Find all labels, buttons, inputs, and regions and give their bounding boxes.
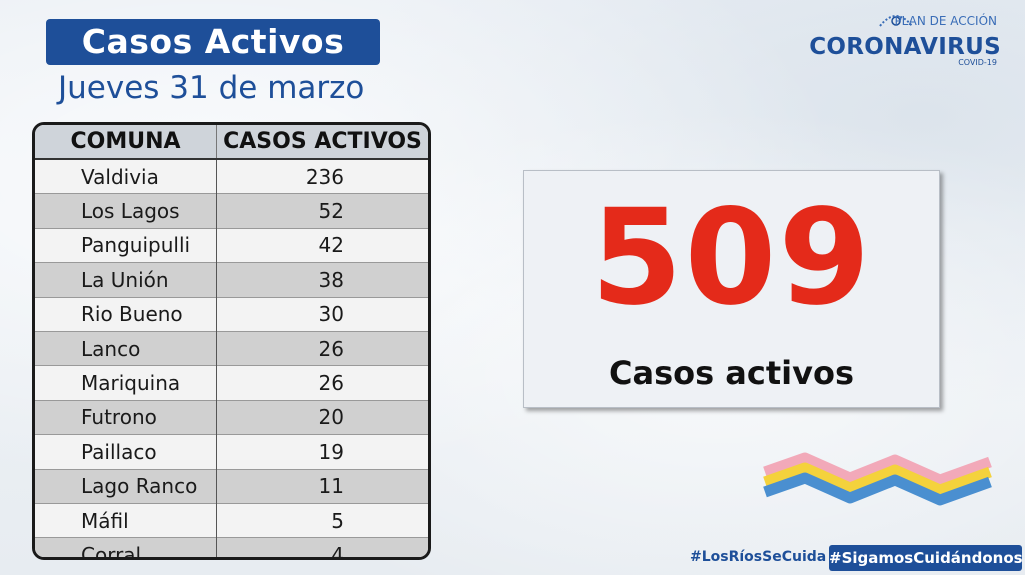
total-cases-label: Casos activos [608, 354, 854, 392]
date-subtitle: Jueves 31 de marzo [58, 70, 365, 106]
casos-cell: 30 [216, 296, 428, 332]
comuna-cell: Lanco [35, 330, 217, 366]
table-row: Lago Ranco 11 [35, 468, 428, 504]
comuna-cell: Corral [35, 537, 217, 557]
casos-cell: 26 [216, 330, 428, 366]
table-header-row: COMUNA CASOS ACTIVOS [35, 125, 428, 160]
table-row: La Unión 38 [35, 262, 428, 298]
column-header-comuna: COMUNA [35, 125, 217, 160]
comuna-cell: Los Lagos [35, 193, 217, 229]
comuna-cell: Panguipulli [35, 227, 217, 263]
casos-cell: 42 [216, 227, 428, 263]
table-row: Los Lagos 52 [35, 193, 428, 229]
table-row: Corral 4 [35, 537, 428, 557]
logo-covid-text: COVID-19 [958, 58, 997, 67]
logo-coronavirus-text: CORONAVIRUS [809, 34, 1001, 60]
table-row: Paillaco 19 [35, 434, 428, 470]
comuna-cell: Mariquina [35, 365, 217, 401]
page-title: Casos Activos [46, 19, 380, 65]
plan-coronavirus-logo: PLAN DE ACCIÓN CORONAVIRUS COVID-19 [809, 10, 1011, 68]
column-header-casos: CASOS ACTIVOS [216, 125, 428, 160]
comuna-cell: La Unión [35, 262, 217, 298]
casos-cell: 19 [216, 434, 428, 470]
total-cases-number: 509 [590, 181, 873, 335]
casos-cell: 5 [216, 502, 428, 538]
casos-cell: 38 [216, 262, 428, 298]
comuna-cell: Rio Bueno [35, 296, 217, 332]
comuna-cell: Máfil [35, 502, 217, 538]
total-cases-card: 509 Casos activos [523, 170, 940, 408]
comuna-cell: Lago Ranco [35, 468, 217, 504]
casos-cell: 20 [216, 399, 428, 435]
cases-table: COMUNA CASOS ACTIVOS Valdivia 236 Los Lago… [32, 122, 431, 560]
table-row: Lanco 26 [35, 330, 428, 366]
hashtag-losrios: #LosRíosSeCuida [690, 549, 827, 565]
decorative-zigzag-stripes-icon [763, 452, 992, 506]
table-row: Valdivia 236 [35, 159, 428, 194]
hashtag-sigamos: #SigamosCuidándonos [829, 545, 1023, 571]
comuna-cell: Paillaco [35, 434, 217, 470]
table-row: Panguipulli 42 [35, 227, 428, 263]
table-row: Futrono 20 [35, 399, 428, 435]
logo-graphic-icon [879, 15, 913, 27]
logo-plan-text: PLAN DE ACCIÓN [894, 14, 997, 28]
comuna-cell: Futrono [35, 399, 217, 435]
casos-cell: 52 [216, 193, 428, 229]
casos-cell: 11 [216, 468, 428, 504]
casos-cell: 236 [216, 159, 428, 194]
table-row: Mariquina 26 [35, 365, 428, 401]
casos-cell: 4 [216, 537, 428, 557]
comuna-cell: Valdivia [35, 159, 217, 194]
table-row: Rio Bueno 30 [35, 296, 428, 332]
table-row: Máfil 5 [35, 502, 428, 538]
casos-cell: 26 [216, 365, 428, 401]
